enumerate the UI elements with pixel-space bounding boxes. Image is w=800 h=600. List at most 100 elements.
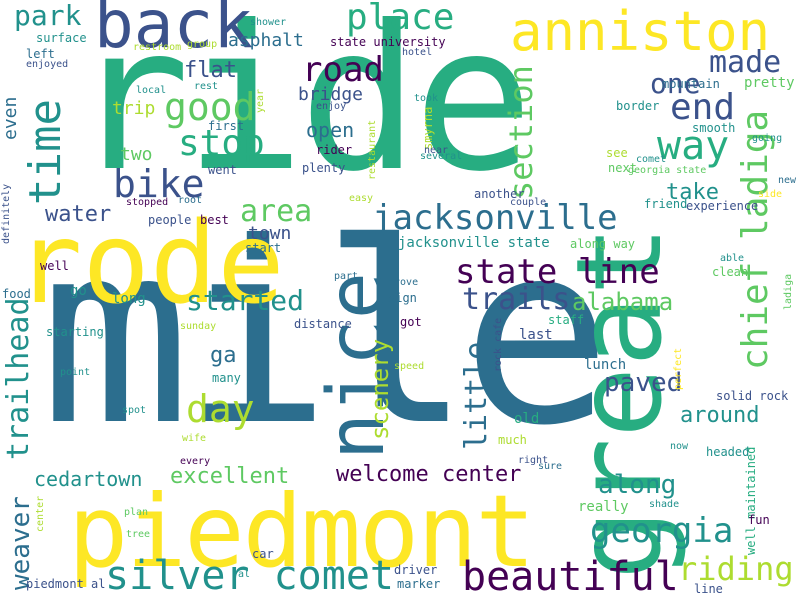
word-water: water [45,202,112,227]
word-wife: wife [182,433,207,444]
word-georgia: georgia [590,511,734,551]
word-long: long [112,291,146,307]
word-ride: ride [70,0,534,216]
word-piedmont-al: piedmont al [26,577,106,591]
word-rock-cafe: rock cafe [493,317,504,372]
word-area: area [240,194,313,229]
word-trails: trails [462,282,571,317]
word-point: point [60,367,91,378]
word-sign: sign [388,291,417,305]
word-cedartown: cedartown [34,467,143,491]
word-many: many [212,371,241,385]
word-rode: rode [15,199,285,329]
word-root: root [178,195,203,206]
word-car: car [252,547,274,561]
word-sure: sure [538,461,563,472]
word-weaver: weaver [6,496,36,590]
word-open: open [306,118,355,142]
word-one: one [650,67,701,100]
word-enjoyed: enjoyed [26,59,69,70]
word-around: around [680,403,760,428]
word-riding: riding [678,550,794,588]
word-see: see [606,146,628,160]
word-silver-comet: silver comet [105,553,394,599]
word-scenery: scenery [366,338,394,440]
word-start: start [245,241,282,255]
word-border: border [616,99,660,113]
word-friend: friend [644,197,688,211]
word-shower: shower [250,17,287,28]
word-line: line [694,582,723,596]
word-flat: flat [184,58,237,83]
word-jacksonville-state: jacksonville state [398,235,550,251]
word-go: go [70,283,87,299]
word-well-maintained: well maintained [744,446,758,555]
word-al: al [238,569,251,580]
word-mile: mile [40,189,612,480]
word-smyrna: smyrna [421,106,435,150]
word-rider: rider [316,143,353,157]
word-end: end [670,87,736,128]
word-georgia-state: georgia state [628,165,707,176]
word-solid-rock: solid rock [716,389,789,403]
word-every: every [180,456,211,467]
word-people: people [148,213,192,227]
word-able: able [720,253,745,264]
word-ga: ga [210,343,237,368]
word-right: right [518,455,549,466]
word-spot: spot [122,405,147,416]
word-now: now [670,441,689,452]
word-time: time [20,99,71,205]
word-back: back [94,0,253,63]
word-state-university: state university [330,35,446,49]
word-going: going [752,133,783,144]
word-beautiful: beautiful [462,554,679,600]
word-rest: rest [194,81,219,92]
word-driver: driver [394,563,438,577]
word-couple: couple [510,197,547,208]
word-another: another [474,187,525,201]
word-excellent: excellent [170,464,290,489]
word-place: place [346,0,455,38]
word-bridge: bridge [298,84,364,105]
word-center: center [35,495,46,532]
word-year: year [255,88,266,113]
word-state-line: state line [455,252,660,292]
word-along-way: along way [570,237,636,251]
word-stop: stop [178,123,265,164]
word-old: old [514,411,540,427]
word-near: near [424,145,449,156]
word-next: next [608,161,637,175]
word-several: several [420,151,463,162]
word-food: food [2,287,31,301]
word-speed: speed [394,361,425,372]
word-anniston: anniston [510,0,771,63]
word-starting: starting [46,325,104,339]
word-comet: comet [636,154,667,165]
word-new: new [778,175,797,186]
word-town: town [248,223,292,244]
word-trip: trip [112,98,156,119]
word-staff: staff [548,313,585,327]
word-lunch: lunch [584,357,627,373]
word-first: first [208,119,245,133]
word-pretty: pretty [744,75,795,91]
word-smooth: smooth [692,121,736,135]
word-piedmont: piedmont [68,473,536,590]
word-two: two [120,144,153,165]
word-drove: drove [388,277,419,288]
word-plan: plan [124,507,149,518]
word-easy: easy [349,193,374,204]
word-definitely: definitely [1,183,12,244]
word-hotel: hotel [402,47,433,58]
word-clean: clean [712,265,749,279]
word-bike: bike [113,162,205,206]
word-best: best [200,213,229,227]
word-experience: experience [686,199,759,213]
word-stopped: stopped [126,197,169,208]
word-made: made [709,45,782,80]
word-perfect: perfect [673,347,684,390]
word-ladiga: ladiga [783,273,794,310]
word-park: park [14,0,82,32]
